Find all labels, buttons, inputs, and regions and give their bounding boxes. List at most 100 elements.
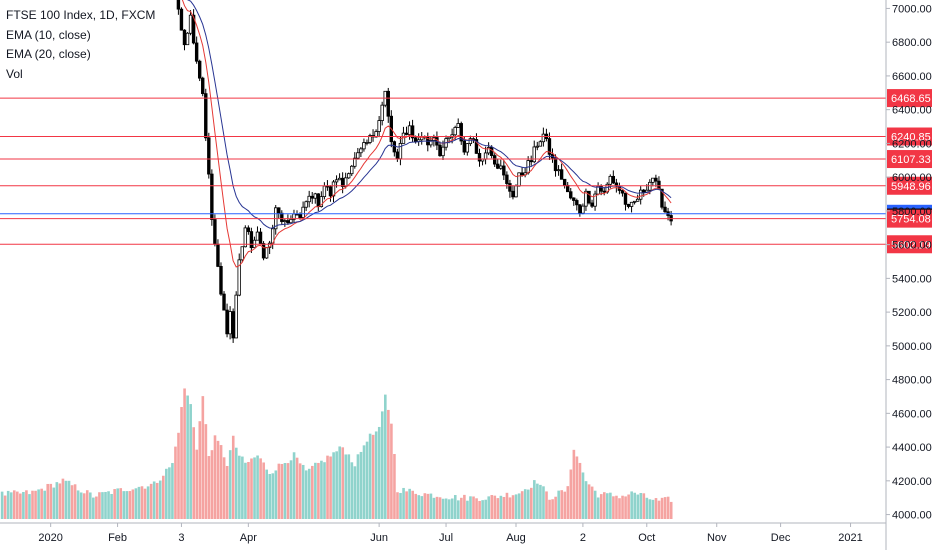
candle-body <box>243 227 248 248</box>
volume-bar <box>630 491 633 519</box>
candle-body <box>210 173 214 220</box>
volume-bar <box>377 426 381 519</box>
time-tick-label: 3 <box>178 532 184 544</box>
volume-bar <box>429 493 433 519</box>
volume-bar <box>61 478 65 519</box>
time-tick-label: 2021 <box>838 532 862 544</box>
volume-bar <box>414 493 418 519</box>
price-tick-label: 4600.00 <box>892 408 932 420</box>
volume-bar <box>405 491 408 519</box>
candle-body <box>307 195 311 203</box>
volume-bar <box>551 499 554 519</box>
volume-bar <box>344 454 348 519</box>
volume-bar <box>338 446 341 519</box>
volume-bar <box>268 474 272 519</box>
candle-body <box>629 201 634 207</box>
volume-bar <box>253 457 256 519</box>
time-tick-label: Feb <box>108 532 127 544</box>
volume-bar <box>152 481 156 519</box>
volume-bar <box>37 489 40 519</box>
candle-body <box>255 231 260 241</box>
volume-bar <box>469 496 472 519</box>
volume-bar <box>590 486 594 519</box>
volume-bar <box>536 483 539 519</box>
volume-bar <box>216 440 220 519</box>
volume-bar <box>177 432 180 519</box>
price-axis[interactable]: 7000.00 6800.00 6600.00 6400.00 6200.00 6000.… <box>885 0 932 550</box>
candle-body <box>496 163 500 169</box>
volume-bar <box>347 454 351 519</box>
level-label-bg <box>887 235 932 254</box>
volume-bar <box>323 462 326 519</box>
legend-ema10[interactable]: EMA (10, close) <box>6 27 91 42</box>
volume-bar <box>283 463 287 519</box>
volume-bar <box>201 396 205 519</box>
volume-bar <box>393 453 396 519</box>
candle-body <box>359 148 363 154</box>
volume-bar <box>472 496 475 519</box>
candle-body <box>225 309 229 335</box>
time-tick-label: Oct <box>638 532 655 544</box>
candle-body <box>249 231 254 249</box>
candle-body <box>228 311 232 335</box>
volume-bar <box>225 465 229 519</box>
volume-bar <box>195 449 199 519</box>
candle-body <box>584 190 588 207</box>
volume-bar <box>231 435 235 519</box>
candle-body <box>493 155 497 165</box>
volume-bar <box>478 500 481 519</box>
candle-body <box>413 137 418 143</box>
volume-bar <box>526 489 530 519</box>
volume-bar <box>247 461 250 519</box>
candle-body <box>246 227 251 232</box>
candle-body <box>286 220 290 224</box>
legend-vol[interactable]: Vol <box>6 66 23 81</box>
volume-bar <box>642 493 646 519</box>
candle-body <box>453 127 457 136</box>
candle-body <box>468 138 473 145</box>
volume-bar <box>514 494 518 519</box>
horizontal-levels[interactable]: 6468.656240.856107.335948.965782.835760.… <box>0 89 932 254</box>
volume-bar <box>280 463 284 519</box>
volume-bar <box>174 446 177 519</box>
volume-bar <box>137 486 141 519</box>
volume-bar <box>612 496 615 519</box>
volume-bar <box>22 491 25 519</box>
volume-bar <box>198 421 202 519</box>
candle-body <box>514 185 518 198</box>
volume-bar <box>390 423 393 519</box>
time-axis[interactable]: 2020 Feb 3 Apr Jun Jul Aug 2 Oct Nov Dec 2021 <box>0 522 886 544</box>
candle-body <box>572 197 576 201</box>
volume-bar <box>12 490 16 519</box>
candle-body <box>395 151 400 160</box>
volume-bar <box>335 451 338 519</box>
volume-bar <box>420 496 424 519</box>
volume-bar <box>356 454 360 519</box>
volume-bar <box>581 472 585 519</box>
volume-bar <box>460 497 463 519</box>
volume-bar <box>277 463 281 519</box>
price-tick-label: 4000.00 <box>892 510 932 522</box>
volume-bar <box>19 493 22 519</box>
volume-bar <box>387 409 390 519</box>
volume-bar <box>487 496 491 519</box>
volume-bar <box>484 499 487 519</box>
candle-body <box>234 294 238 339</box>
candles <box>176 0 673 343</box>
volume-bar <box>508 497 512 519</box>
time-tick-label: Aug <box>506 532 526 544</box>
price-tick-label: 6800.00 <box>892 37 932 49</box>
candle-body <box>204 93 208 139</box>
volume-bar <box>58 483 62 519</box>
price-tick-label: 6000.00 <box>892 172 932 184</box>
candle-body <box>429 140 433 146</box>
volume-bar <box>101 492 104 519</box>
legend-symbol[interactable]: FTSE 100 Index, 1D, FXCM <box>6 8 156 22</box>
legend-ema20[interactable]: EMA (20, close) <box>6 47 91 61</box>
candle-body <box>587 190 591 204</box>
volume-bar <box>496 498 500 519</box>
candle-body <box>474 139 479 154</box>
volume-bar <box>311 465 314 519</box>
